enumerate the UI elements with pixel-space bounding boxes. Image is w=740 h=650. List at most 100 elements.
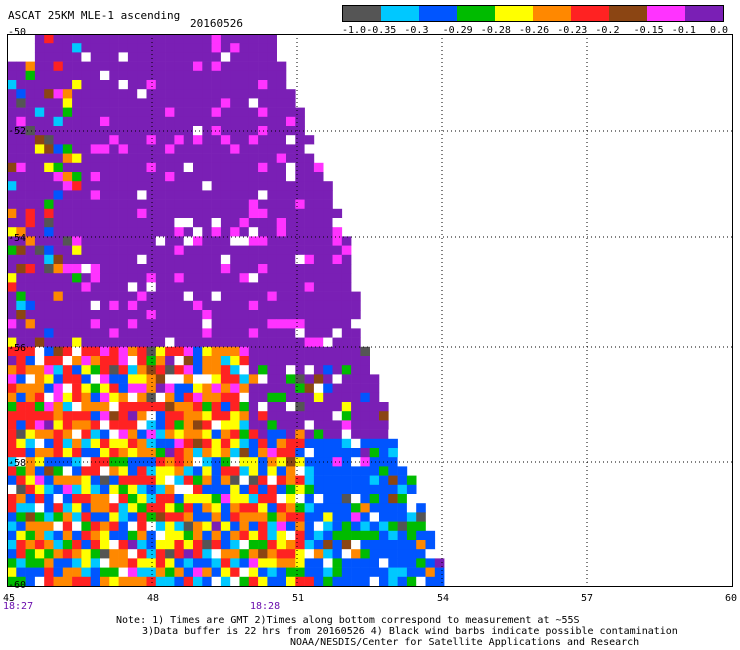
data-cell — [146, 162, 157, 173]
data-cell — [239, 374, 250, 384]
data-cell — [183, 245, 194, 256]
data-cell — [109, 70, 119, 81]
data-cells — [7, 34, 454, 587]
data-cell — [332, 567, 343, 578]
data-cell — [193, 70, 203, 81]
data-cell — [193, 356, 203, 366]
data-cell — [53, 80, 64, 90]
data-cell — [90, 70, 101, 81]
data-cell — [220, 346, 231, 357]
data-cell — [295, 576, 305, 587]
data-cell — [239, 512, 250, 522]
data-cell — [53, 484, 64, 495]
data-cell — [248, 98, 259, 108]
data-cell — [286, 494, 296, 504]
data-cell — [193, 34, 203, 44]
data-cell — [137, 576, 147, 587]
data-cell — [174, 494, 184, 504]
data-cell — [193, 337, 203, 348]
data-cell — [360, 530, 370, 541]
data-cell — [155, 346, 166, 357]
data-cell — [313, 475, 324, 486]
data-cell — [332, 392, 343, 403]
data-cell — [313, 356, 324, 366]
note-line: Note: 1) Times are GMT 2)Times along bot… — [116, 615, 580, 626]
data-cell — [323, 540, 333, 550]
data-cell — [174, 475, 184, 486]
data-cell — [193, 549, 203, 559]
data-cell — [276, 576, 287, 587]
data-cell — [7, 98, 17, 108]
data-cell — [109, 273, 119, 283]
data-cell — [34, 34, 45, 44]
data-cell — [332, 475, 343, 486]
data-cell — [276, 337, 287, 348]
data-cell — [34, 43, 45, 53]
data-cell — [90, 346, 101, 357]
data-cell — [127, 411, 138, 421]
data-cell — [341, 291, 352, 302]
data-cell — [90, 383, 101, 394]
data-cell — [62, 438, 73, 449]
colorbar-segment — [457, 6, 495, 21]
data-cell — [332, 236, 343, 246]
data-cell — [323, 273, 333, 283]
data-cell — [137, 540, 147, 550]
data-cell — [239, 291, 250, 302]
data-cell — [137, 245, 147, 256]
data-cell — [183, 218, 194, 228]
data-cell — [72, 236, 82, 246]
data-cell — [304, 392, 315, 403]
data-cell — [276, 558, 287, 568]
data-cell — [239, 484, 250, 495]
data-cell — [62, 411, 73, 421]
data-cell — [118, 181, 129, 191]
data-cell — [53, 144, 64, 154]
data-cell — [248, 162, 259, 173]
data-cell — [341, 236, 352, 246]
data-cell — [72, 503, 82, 513]
data-cell — [72, 549, 82, 559]
data-cell — [193, 466, 203, 476]
data-cell — [369, 411, 380, 421]
data-cell — [72, 116, 82, 127]
data-cell — [267, 503, 277, 513]
data-cell — [165, 310, 175, 320]
data-cell — [146, 34, 157, 44]
data-cell — [118, 576, 129, 587]
data-cell — [165, 273, 175, 283]
data-cell — [276, 383, 287, 394]
data-cell — [16, 135, 26, 145]
data-cell — [81, 89, 91, 99]
data-cell — [202, 503, 212, 513]
data-cell — [165, 89, 175, 99]
data-cell — [211, 208, 222, 219]
data-cell — [109, 52, 119, 62]
data-cell — [295, 291, 305, 302]
data-cell — [332, 328, 343, 338]
data-cell — [193, 126, 203, 136]
data-cell — [62, 153, 73, 164]
data-cell — [81, 457, 91, 467]
data-cell — [323, 291, 333, 302]
data-cell — [165, 549, 175, 559]
data-cell — [267, 34, 277, 44]
data-cell — [286, 236, 296, 246]
data-cell — [369, 429, 380, 440]
data-cell — [211, 365, 222, 375]
data-cell — [155, 365, 166, 375]
data-cell — [53, 365, 64, 375]
data-cell — [248, 429, 259, 440]
data-cell — [369, 402, 380, 412]
data-cell — [7, 549, 17, 559]
data-cell — [137, 126, 147, 136]
data-cell — [155, 466, 166, 476]
data-cell — [174, 135, 184, 145]
data-cell — [286, 282, 296, 292]
data-cell — [7, 429, 17, 440]
data-cell — [72, 356, 82, 366]
data-cell — [165, 503, 175, 513]
data-cell — [220, 199, 231, 210]
data-cell — [220, 291, 231, 302]
data-cell — [202, 34, 212, 44]
